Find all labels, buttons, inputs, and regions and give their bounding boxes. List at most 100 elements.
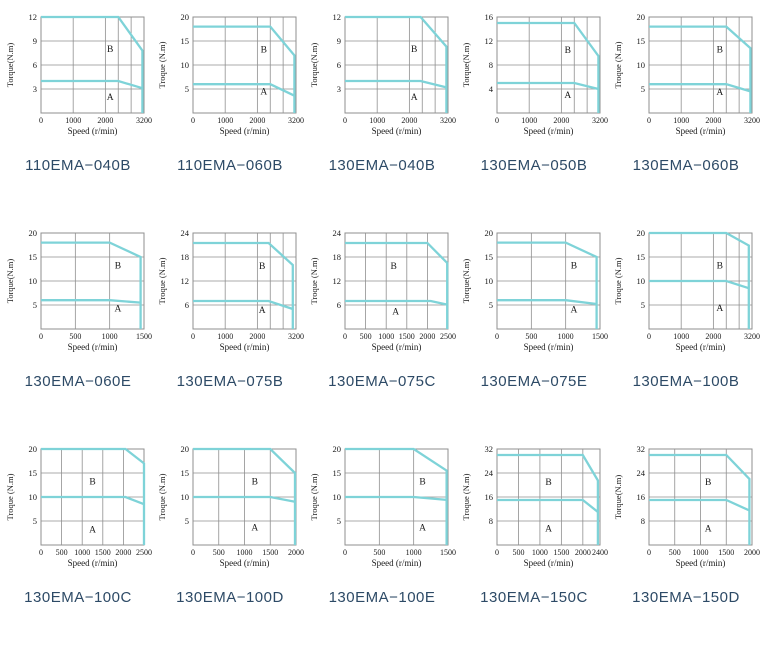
y-axis-label: Troque (N.m) <box>309 257 319 304</box>
curve-B <box>345 15 448 113</box>
x-tick-label: 2500 <box>440 332 456 341</box>
chart-title: 130EMA−150D <box>632 589 740 606</box>
y-tick-label: 24 <box>637 468 646 478</box>
y-tick-label: 15 <box>485 252 494 262</box>
chart-plot: 8 16 24 32 0 500 1000 1500 2000 B A Torque(N.m) Spee… <box>613 444 760 568</box>
curve-B <box>497 21 600 113</box>
x-tick-label: 2000 <box>401 116 417 125</box>
torque-speed-chart: 5 10 15 20 0 1000 2000 3200 B A Troque (N.m) Speed … <box>154 8 306 174</box>
curve-A <box>41 299 141 304</box>
x-axis-label: Speed (r/min) <box>372 342 422 352</box>
torque-speed-chart: 5 10 15 20 0 500 1000 1500 2000 B A Troque (N.m) Spe… <box>154 440 306 606</box>
y-tick-label: 6 <box>337 300 341 310</box>
x-axis-label: Speed (r/min) <box>220 126 270 136</box>
x-tick-label: 0 <box>191 116 195 125</box>
region-label-A: A <box>260 87 267 97</box>
chart-plot: 5 10 15 20 0 500 1000 1500 B A Torque(N.m) Speed (r… <box>461 228 608 352</box>
region-label-B: B <box>705 478 711 488</box>
y-axis-label: Troque (N.m) <box>157 257 167 304</box>
y-tick-label: 5 <box>641 300 645 310</box>
x-axis-label: Speed (r/min) <box>372 558 422 568</box>
x-axis-label: Speed (r/min) <box>524 558 574 568</box>
torque-speed-chart: 5 10 15 20 0 1000 2000 3200 B A Troque (N.m) Speed … <box>610 224 762 390</box>
x-tick-label: 0 <box>343 116 347 125</box>
x-tick-label: 2000 <box>744 548 760 557</box>
y-tick-label: 20 <box>181 444 190 454</box>
x-tick-label: 500 <box>56 548 68 557</box>
y-axis-label: Troque (N.m) <box>461 473 471 520</box>
curve-B <box>193 25 296 113</box>
x-tick-label: 1500 <box>95 548 111 557</box>
x-tick-label: 3200 <box>744 332 760 341</box>
torque-speed-chart: 5 10 15 20 0 500 1000 1500 B A Torque(N.m) Speed (r… <box>458 224 610 390</box>
region-label-B: B <box>259 262 265 272</box>
x-tick-label: 500 <box>69 332 81 341</box>
x-tick-label: 3200 <box>288 332 304 341</box>
curve-A <box>345 299 448 306</box>
y-tick-label: 20 <box>637 12 646 22</box>
region-label-A: A <box>392 308 399 318</box>
x-tick-label: 0 <box>495 116 499 125</box>
torque-speed-chart: 5 10 15 20 0 500 1000 1500 B A Torque(N.m) Speed (r… <box>2 224 154 390</box>
curve-A <box>649 83 751 93</box>
y-axis-label: Troque (N.m) <box>613 257 623 304</box>
y-tick-label: 20 <box>29 444 38 454</box>
x-tick-label: 1000 <box>102 332 118 341</box>
y-tick-label: 20 <box>29 228 38 238</box>
plot-border <box>648 16 753 114</box>
y-tick-label: 16 <box>485 12 494 22</box>
curve-B <box>345 447 448 545</box>
x-tick-label: 2000 <box>288 548 304 557</box>
y-tick-label: 5 <box>33 300 37 310</box>
y-axis-label: Troque (N.m) <box>157 473 167 520</box>
y-tick-label: 3 <box>337 84 341 94</box>
torque-speed-chart: 5 10 15 20 0 500 1000 1500 2000 2500 B A Troque (N.m… <box>2 440 154 606</box>
y-tick-label: 8 <box>489 60 493 70</box>
region-label-B: B <box>545 478 551 488</box>
x-tick-label: 1000 <box>673 116 689 125</box>
plot-border <box>192 16 297 114</box>
x-tick-label: 2400 <box>592 548 608 557</box>
chart-title: 130EMA−075B <box>176 373 284 390</box>
chart-plot: 8 16 24 32 0 500 1000 1500 2000 2400 B A Troque (N.m… <box>461 444 608 568</box>
region-label-A: A <box>419 524 426 534</box>
x-tick-label: 0 <box>647 548 651 557</box>
y-tick-label: 15 <box>29 252 38 262</box>
x-tick-label: 2500 <box>136 548 152 557</box>
chart-plot: 5 10 15 20 0 1000 2000 3200 B A Troque (N.m) Speed … <box>157 12 304 136</box>
y-tick-label: 15 <box>181 36 190 46</box>
x-tick-label: 500 <box>512 548 524 557</box>
region-label-A: A <box>705 525 712 535</box>
y-tick-label: 10 <box>29 276 38 286</box>
torque-speed-chart: 6 12 18 24 0 500 1000 1500 2000 2500 B A Troque (N.m… <box>306 224 458 390</box>
x-tick-label: 0 <box>39 548 43 557</box>
region-label-B: B <box>411 45 417 55</box>
region-label-B: B <box>390 262 396 272</box>
x-tick-label: 1000 <box>369 116 385 125</box>
y-tick-label: 3 <box>33 84 37 94</box>
x-tick-label: 3200 <box>288 116 304 125</box>
chart-title: 110EMA−040B <box>25 157 131 174</box>
x-tick-label: 0 <box>39 116 43 125</box>
x-axis-label: Speed (r/min) <box>524 342 574 352</box>
y-tick-label: 5 <box>489 300 493 310</box>
curve-B <box>345 241 449 329</box>
y-tick-label: 8 <box>489 516 493 526</box>
y-tick-label: 5 <box>33 516 37 526</box>
curve-A <box>649 279 750 290</box>
torque-speed-chart: 6 12 18 24 0 1000 2000 3200 B A Troque (N.m) Speed … <box>154 224 306 390</box>
region-label-A: A <box>114 305 121 315</box>
y-tick-label: 10 <box>637 276 646 286</box>
y-tick-label: 10 <box>181 60 190 70</box>
x-tick-label: 1000 <box>74 548 90 557</box>
region-label-B: B <box>107 45 113 55</box>
curve-A <box>649 498 750 512</box>
x-axis-label: Speed (r/min) <box>676 126 726 136</box>
y-tick-label: 18 <box>181 252 190 262</box>
y-axis-label: Torque(N.m) <box>309 43 319 88</box>
x-tick-label: 500 <box>213 548 225 557</box>
x-tick-label: 0 <box>495 332 499 341</box>
y-tick-label: 5 <box>337 516 341 526</box>
region-label-A: A <box>716 304 723 314</box>
x-tick-label: 3200 <box>136 116 152 125</box>
